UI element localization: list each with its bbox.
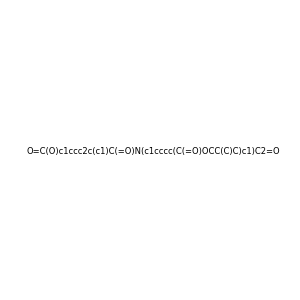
Text: O=C(O)c1ccc2c(c1)C(=O)N(c1cccc(C(=O)OCC(C)C)c1)C2=O: O=C(O)c1ccc2c(c1)C(=O)N(c1cccc(C(=O)OCC(… — [27, 147, 280, 156]
